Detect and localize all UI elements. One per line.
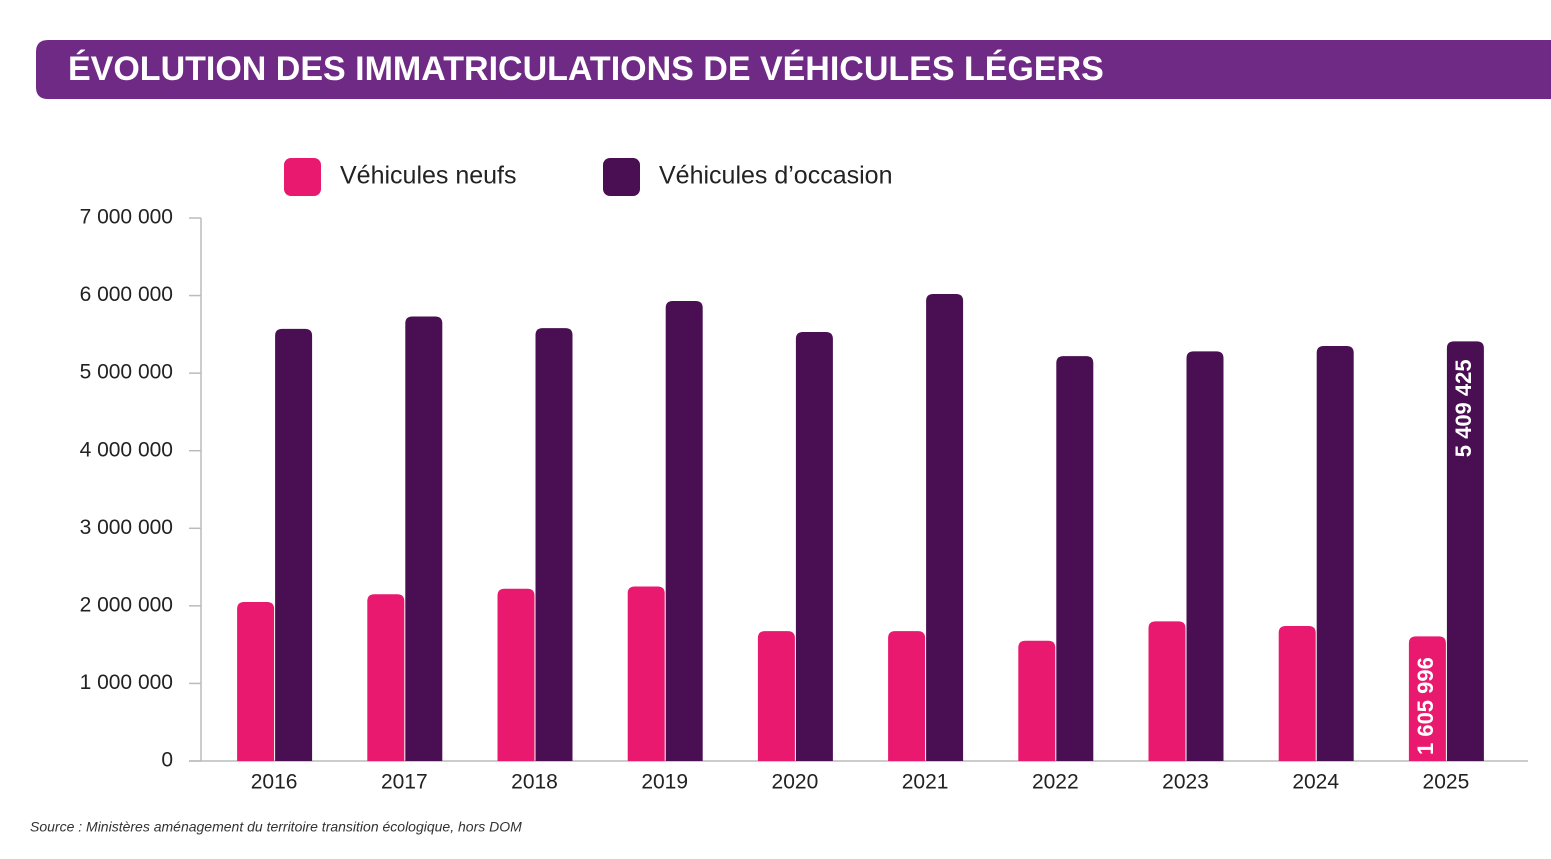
bar <box>888 631 926 761</box>
y-tick-label: 1 000 000 <box>80 671 173 694</box>
y-tick-label: 4 000 000 <box>80 438 173 461</box>
y-tick-label: 2 000 000 <box>80 593 173 616</box>
bar <box>665 301 703 761</box>
bar <box>1186 351 1224 761</box>
y-tick-label: 3 000 000 <box>80 516 173 539</box>
x-tick-label: 2019 <box>641 771 688 794</box>
bar <box>795 332 833 761</box>
bar <box>1316 345 1354 761</box>
bar <box>757 631 795 761</box>
x-tick-label: 2020 <box>772 771 819 794</box>
legend-swatch <box>284 158 321 196</box>
x-tick-label: 2024 <box>1292 771 1339 794</box>
bar <box>926 294 964 761</box>
bar <box>405 316 443 761</box>
bar <box>1148 621 1186 761</box>
x-tick-label: 2025 <box>1423 771 1470 794</box>
x-tick-label: 2016 <box>251 771 298 794</box>
x-tick-label: 2023 <box>1162 771 1209 794</box>
bar <box>1056 356 1094 761</box>
legend-label: Véhicules neufs <box>340 162 517 190</box>
legend-swatch <box>603 158 640 196</box>
value-label: 5 409 425 <box>1451 359 1476 457</box>
legend-label: Véhicules d’occasion <box>659 162 892 190</box>
x-tick-label: 2017 <box>381 771 428 794</box>
value-label: 1 605 996 <box>1413 657 1438 755</box>
bar <box>367 594 405 761</box>
bar <box>1446 341 1484 761</box>
y-tick-label: 0 <box>161 749 173 772</box>
bar <box>497 588 535 761</box>
y-tick-label: 7 000 000 <box>80 206 173 229</box>
chart-title: ÉVOLUTION DES IMMATRICULATIONS DE VÉHICU… <box>68 50 1104 88</box>
bar <box>275 328 313 761</box>
x-tick-label: 2022 <box>1032 771 1079 794</box>
bar <box>627 586 665 761</box>
y-tick-label: 6 000 000 <box>80 283 173 306</box>
x-tick-label: 2018 <box>511 771 558 794</box>
title-band <box>36 40 1551 99</box>
bar <box>1018 640 1056 761</box>
source: Source : Ministères aménagement du terri… <box>30 819 522 835</box>
bar <box>1408 636 1446 761</box>
bar <box>1278 626 1316 761</box>
bar <box>237 601 275 761</box>
x-tick-label: 2021 <box>902 771 949 794</box>
y-tick-label: 5 000 000 <box>80 361 173 384</box>
bar <box>535 328 573 761</box>
